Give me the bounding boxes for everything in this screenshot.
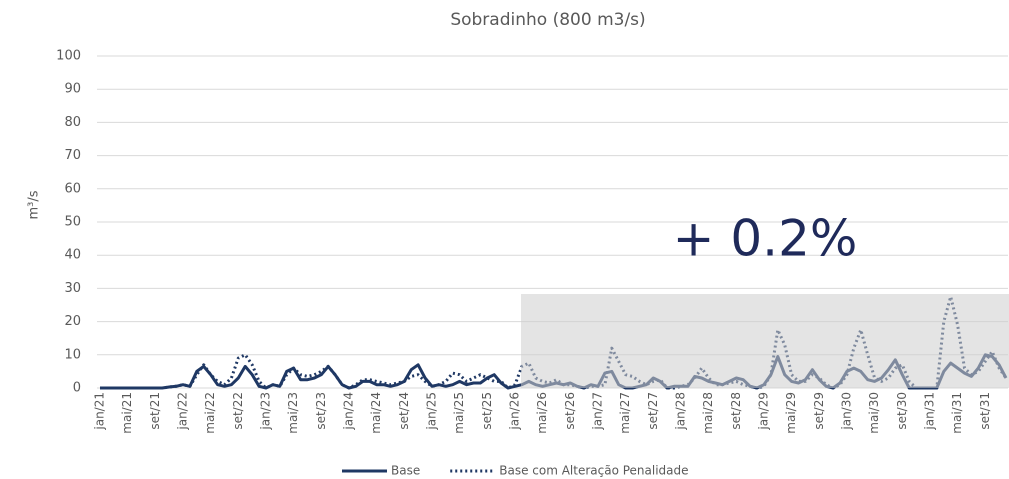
- y-tick-label: 30: [64, 281, 81, 296]
- x-tick-label: set/22: [231, 392, 245, 430]
- y-tick-label: 10: [64, 347, 81, 362]
- x-tick-label: set/21: [148, 392, 162, 430]
- x-tick-label: set/27: [646, 392, 660, 430]
- x-tick-label: jan/25: [424, 392, 438, 431]
- y-tick-label: 50: [64, 215, 81, 230]
- y-tick-label: 0: [73, 381, 81, 396]
- y-tick-label: 40: [64, 248, 81, 263]
- y-tick-label: 80: [64, 115, 81, 130]
- y-tick-label: 90: [64, 82, 81, 97]
- x-tick-label: mai/24: [369, 392, 383, 434]
- grid: 0 10 20 30 40 50 60 70 80 90 100 jan/21 mai/21 set/21…: [56, 49, 1008, 434]
- x-tick-label: jan/24: [341, 392, 355, 431]
- y-axis-label: m³/s: [27, 190, 42, 219]
- x-tick-label: jan/31: [922, 392, 936, 431]
- x-tick-label: mai/23: [286, 392, 300, 434]
- x-tick-label: mai/30: [867, 392, 881, 434]
- x-tick-label: jan/29: [756, 392, 770, 431]
- x-tick-label: set/23: [314, 392, 328, 430]
- y-tick-label: 70: [64, 148, 81, 163]
- x-tick-label: set/31: [978, 392, 992, 430]
- x-tick-label: mai/25: [452, 392, 466, 434]
- x-tick-label: mai/28: [701, 392, 715, 434]
- x-tick-label: set/24: [397, 392, 411, 430]
- x-tick-label: jan/21: [93, 392, 107, 431]
- legend: Base Base com Alteração Penalidade: [342, 464, 689, 478]
- y-tick-label: 20: [64, 314, 81, 329]
- x-tick-label: jan/23: [258, 392, 272, 431]
- x-tick-label: jan/22: [175, 392, 189, 431]
- x-tick-label: jan/27: [590, 392, 604, 431]
- x-tick-label: set/26: [563, 392, 577, 430]
- highlight-region: [521, 294, 1009, 388]
- x-tick-label: set/25: [480, 392, 494, 430]
- x-tick-label: jan/26: [507, 392, 521, 431]
- chart-title: Sobradinho (800 m3/s): [450, 10, 645, 30]
- y-tick-label: 60: [64, 181, 81, 196]
- x-tick-label: mai/29: [784, 392, 798, 434]
- legend-label: Base: [391, 464, 420, 478]
- x-tick-label: mai/26: [535, 392, 549, 434]
- x-tick-label: set/30: [895, 392, 909, 430]
- x-tick-label: set/29: [812, 392, 826, 430]
- y-tick-label: 100: [56, 49, 81, 64]
- x-tick-label: mai/22: [203, 392, 217, 434]
- legend-label: Base com Alteração Penalidade: [499, 464, 688, 478]
- x-tick-label: mai/21: [120, 392, 134, 434]
- x-tick-label: set/28: [729, 392, 743, 430]
- x-tick-label: mai/31: [950, 392, 964, 434]
- annotation: + 0.2%: [673, 210, 858, 268]
- x-tick-label: jan/30: [839, 392, 853, 431]
- x-tick-label: mai/27: [618, 392, 632, 434]
- x-tick-label: jan/28: [673, 392, 687, 431]
